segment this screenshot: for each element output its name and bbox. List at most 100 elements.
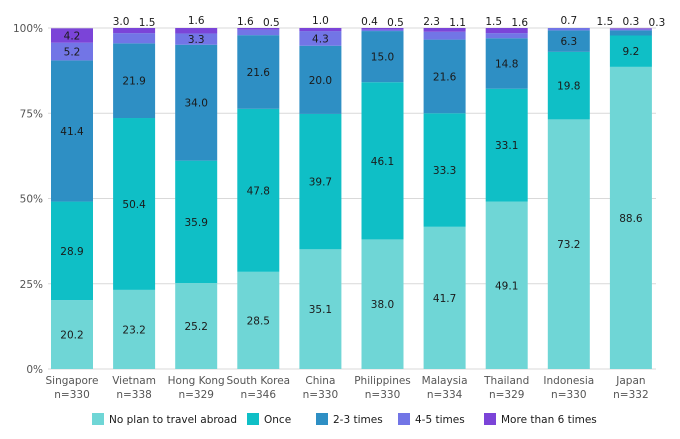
data-label: 49.1 (495, 280, 518, 292)
data-label: 1.6 (511, 17, 528, 29)
legend-swatch (484, 413, 496, 425)
data-label: 1.5 (139, 17, 156, 29)
x-category-label: Indonesia (543, 375, 594, 387)
bar-segment (361, 239, 404, 369)
x-sample-size-label: n=330 (551, 389, 587, 401)
x-category-label: Thailand (483, 375, 529, 387)
bar-segment (547, 28, 590, 31)
data-label: 3.0 (113, 16, 130, 28)
bar-segment (175, 160, 218, 284)
data-label: 1.6 (237, 16, 254, 28)
x-sample-size-label: n=330 (54, 389, 90, 401)
x-category-label: Hong Kong (168, 375, 225, 387)
data-label: 19.8 (557, 81, 580, 93)
data-label: 21.6 (247, 67, 271, 79)
data-label: 1.6 (188, 15, 205, 27)
legend-swatch (92, 413, 104, 425)
data-label: 47.8 (247, 185, 270, 197)
bar-segment (175, 44, 218, 161)
bar-segment (547, 119, 590, 369)
bar-segment (175, 33, 218, 45)
legend-swatch (398, 413, 410, 425)
data-label: 0.5 (387, 17, 404, 29)
bar-segment (51, 300, 93, 369)
data-label: 1.0 (312, 15, 329, 27)
bar-segment (299, 45, 342, 114)
x-sample-size-label: n=332 (613, 389, 649, 401)
data-label: 34.0 (185, 98, 208, 110)
legend-label: More than 6 times (501, 414, 597, 426)
x-category-label: Vietnam (112, 375, 156, 387)
data-label: 0.5 (263, 17, 280, 29)
legend-label: Once (264, 414, 291, 426)
data-label: 39.7 (309, 177, 332, 189)
bar-segment (113, 33, 156, 44)
data-label: 1.5 (485, 16, 502, 28)
data-label: 41.4 (60, 126, 84, 138)
x-sample-size-label: n=330 (365, 389, 401, 401)
bar-segment (361, 29, 404, 32)
x-sample-size-label: n=329 (178, 389, 214, 401)
data-label: 20.2 (60, 330, 83, 342)
bar-segment (361, 82, 404, 240)
x-sample-size-label: n=338 (116, 389, 152, 401)
data-label: 28.5 (247, 315, 270, 327)
bar-segment (299, 249, 342, 369)
bar-segment (175, 283, 218, 369)
bar-segment (609, 30, 652, 36)
data-label: 5.2 (64, 47, 81, 59)
legend-swatch (247, 413, 259, 425)
bar-segment (299, 31, 342, 46)
data-label: 4.2 (64, 31, 81, 43)
data-label: 15.0 (371, 52, 394, 64)
bar-segment (423, 226, 466, 369)
data-label: 1.1 (449, 17, 466, 29)
legend-label: No plan to travel abroad (109, 414, 237, 426)
data-label: 2.3 (423, 16, 440, 28)
data-label: 73.2 (557, 239, 580, 251)
bar-segment (237, 35, 280, 109)
bar-segment (423, 113, 466, 227)
bar-segment (113, 118, 156, 290)
bar-segment (485, 38, 528, 89)
y-tick-label: 75% (20, 108, 43, 120)
bar-segment (51, 201, 93, 301)
bar-segment (361, 31, 404, 83)
bar-segment (113, 28, 156, 34)
data-label: 50.4 (122, 199, 146, 211)
data-label: 4.3 (312, 33, 329, 45)
bar-segment (361, 28, 404, 30)
data-label: 0.3 (623, 16, 640, 28)
x-category-label: China (305, 375, 335, 387)
x-category-label: Malaysia (422, 375, 468, 387)
bar-segment (609, 35, 652, 67)
x-sample-size-label: n=346 (241, 389, 277, 401)
data-label: 1.5 (597, 16, 614, 28)
data-label: 0.4 (361, 16, 378, 28)
bar-segment (423, 39, 466, 114)
bar-segment (51, 28, 93, 43)
data-label: 6.3 (560, 36, 577, 48)
x-category-label: South Korea (226, 375, 290, 387)
bar-segment (299, 28, 342, 32)
y-tick-label: 0% (26, 364, 43, 376)
data-label: 25.2 (185, 321, 208, 333)
x-sample-size-label: n=330 (303, 389, 339, 401)
data-label: 14.8 (495, 58, 518, 70)
bar-segment (485, 33, 528, 39)
data-label: 0.3 (649, 17, 666, 29)
x-category-label: Japan (615, 375, 645, 387)
data-label: 9.2 (623, 46, 640, 58)
y-tick-label: 25% (20, 279, 43, 291)
data-label: 21.6 (433, 71, 457, 83)
legend-label: 4-5 times (415, 414, 465, 426)
bar-segment (175, 28, 218, 34)
data-label: 88.6 (619, 213, 643, 225)
data-label: 33.1 (495, 140, 518, 152)
data-label: 41.7 (433, 293, 456, 305)
bar-segment (299, 113, 342, 250)
data-label: 33.3 (433, 165, 456, 177)
data-label: 3.3 (188, 34, 205, 46)
